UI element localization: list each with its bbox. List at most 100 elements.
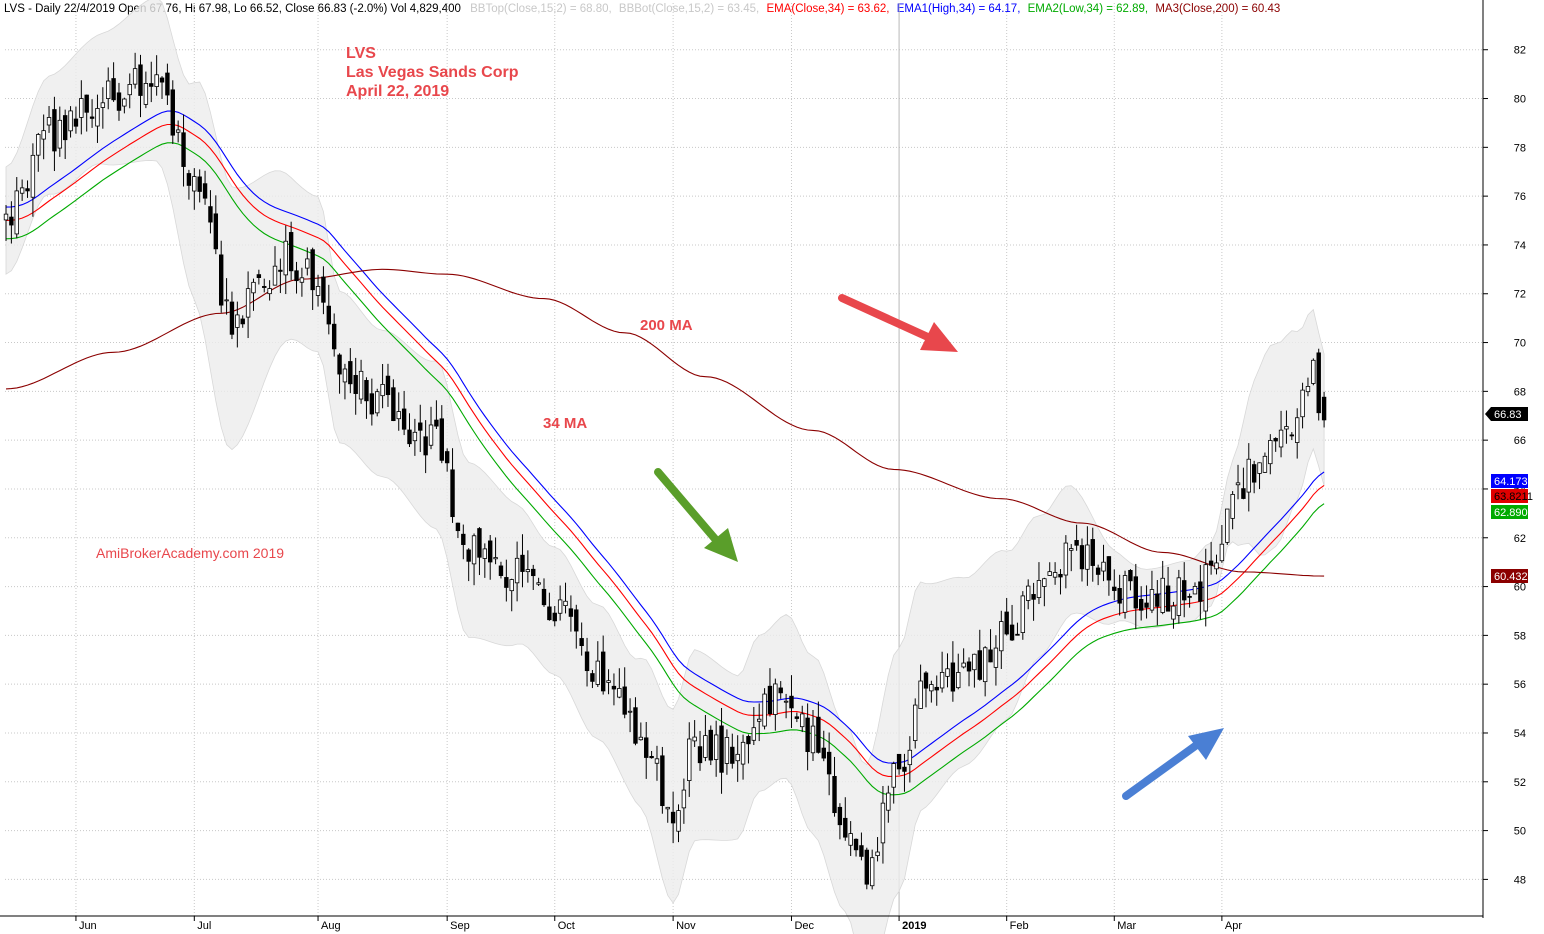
candle	[1230, 491, 1235, 530]
candle	[1284, 410, 1289, 444]
candle	[660, 746, 665, 814]
candle	[1214, 554, 1219, 575]
candle	[1219, 524, 1225, 563]
candle	[1063, 535, 1069, 589]
candle	[1128, 569, 1133, 591]
svg-text:66.83: 66.83	[1494, 409, 1522, 421]
candle	[52, 96, 57, 172]
y-tick-label: 78	[1514, 142, 1526, 154]
candle	[272, 246, 278, 286]
candle	[278, 258, 283, 294]
candle	[224, 278, 229, 315]
x-tick-label: Dec	[794, 920, 814, 932]
candle	[202, 170, 208, 205]
candle	[138, 54, 143, 118]
candle	[79, 80, 84, 135]
candle	[288, 221, 294, 280]
candle	[407, 413, 412, 448]
candle	[617, 668, 622, 699]
svg-text:63.8211: 63.8211	[1494, 491, 1533, 503]
ema-close-line	[5, 123, 1325, 778]
candle	[149, 61, 154, 103]
candle	[891, 761, 896, 804]
candle	[127, 73, 132, 109]
candle	[713, 720, 719, 777]
candle	[977, 629, 982, 681]
price-tag-ema1: 64.1735	[1491, 474, 1534, 488]
candle	[19, 179, 25, 201]
candle	[907, 736, 913, 783]
candle	[1251, 460, 1257, 494]
candle	[353, 357, 358, 415]
candle	[391, 379, 396, 422]
candle	[999, 610, 1004, 669]
x-tick-label: 2019	[902, 920, 926, 932]
candle	[1069, 544, 1074, 572]
candle	[262, 278, 267, 293]
header-ema1: EMA1(High,34) = 64.17,	[897, 3, 1021, 15]
candle	[1198, 565, 1203, 620]
candle	[746, 734, 751, 764]
candle	[541, 578, 547, 607]
svg-text:60.432: 60.432	[1494, 571, 1528, 583]
candle	[773, 678, 778, 731]
candle	[923, 671, 929, 708]
x-tick-label: Mar	[1117, 920, 1136, 932]
candle	[342, 363, 348, 400]
candle	[993, 635, 999, 686]
candle	[235, 301, 240, 348]
candle	[563, 582, 568, 614]
candle	[321, 266, 326, 315]
ma200-line	[5, 268, 1325, 577]
y-tick-label: 50	[1514, 826, 1526, 838]
candle	[1278, 410, 1284, 458]
candle	[331, 313, 337, 357]
candle	[939, 651, 945, 693]
candle	[1268, 434, 1273, 475]
candle	[724, 729, 730, 775]
candle	[1160, 560, 1165, 615]
candle	[1176, 569, 1182, 624]
candle	[934, 675, 939, 706]
candle	[536, 577, 541, 587]
candle	[638, 722, 644, 741]
candle	[816, 701, 821, 754]
y-tick-label: 68	[1514, 386, 1526, 398]
candle	[208, 190, 213, 234]
candle	[1015, 622, 1020, 636]
candle	[1144, 585, 1149, 619]
candle	[1112, 569, 1117, 601]
candle	[1042, 577, 1047, 607]
candle	[364, 377, 369, 419]
candle	[961, 648, 966, 669]
candle	[181, 114, 186, 187]
header-bbbot: BBBot(Close,15,2) = 63.45,	[619, 3, 759, 15]
candle	[810, 710, 816, 762]
candle	[1122, 570, 1128, 619]
candle	[972, 653, 977, 688]
candle	[665, 806, 670, 823]
header-ma3: MA3(Close,200) = 60.43	[1155, 3, 1280, 15]
candle	[111, 62, 116, 102]
candle	[590, 670, 595, 689]
candle	[240, 315, 245, 328]
candle	[821, 730, 826, 762]
candle	[1149, 570, 1155, 614]
candle	[428, 406, 434, 450]
candle	[466, 548, 471, 582]
candle	[654, 745, 660, 781]
candle	[1155, 580, 1160, 626]
price-tag-close: 66.83	[1485, 407, 1528, 421]
ema1-high-line	[5, 110, 1325, 764]
y-tick-label: 52	[1514, 777, 1526, 789]
candle	[531, 564, 536, 590]
candle	[826, 732, 832, 796]
candle	[1241, 467, 1246, 500]
candle	[687, 722, 692, 797]
candle	[848, 821, 853, 856]
candle	[337, 353, 342, 394]
candle	[358, 359, 364, 404]
y-tick-label: 48	[1514, 874, 1526, 886]
candle	[627, 698, 633, 733]
candle	[73, 106, 79, 134]
